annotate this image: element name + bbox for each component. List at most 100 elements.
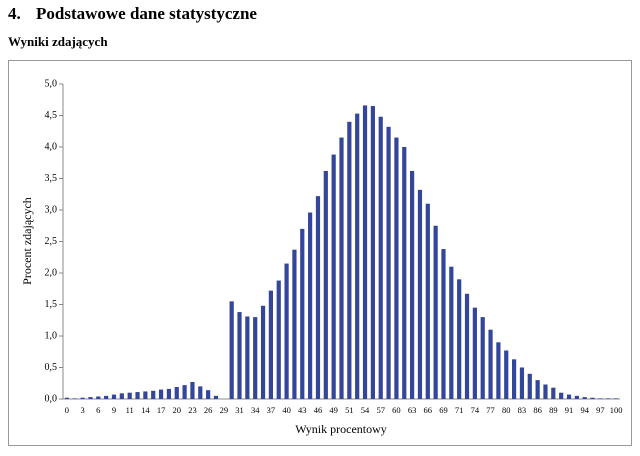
bar <box>237 312 242 399</box>
y-tick-label: 5,0 <box>45 78 58 89</box>
bar <box>276 280 281 399</box>
bar <box>362 105 368 400</box>
bar <box>566 394 572 399</box>
bar <box>253 317 258 399</box>
x-tick-label: 43 <box>298 405 307 415</box>
x-tick-label: 46 <box>314 405 323 415</box>
bar <box>582 397 587 399</box>
bar <box>559 392 564 399</box>
x-tick-label: 34 <box>251 405 260 415</box>
bar <box>613 398 619 399</box>
y-tick-label: 4,5 <box>45 110 58 121</box>
x-tick-label: 9 <box>112 405 116 415</box>
bar <box>300 228 305 399</box>
section-heading: 4. Podstawowe dane statystyczne <box>8 4 257 24</box>
bar <box>158 389 164 399</box>
bar <box>331 154 336 399</box>
x-tick-label: 80 <box>502 405 511 415</box>
bar <box>347 121 352 400</box>
bar <box>511 359 517 399</box>
x-tick-label: 0 <box>65 405 69 415</box>
bar <box>598 398 603 399</box>
x-tick-label: 60 <box>392 405 401 415</box>
y-axis-label: Procent zdających <box>20 197 34 285</box>
bar <box>504 350 509 399</box>
bar <box>64 397 70 399</box>
bar <box>284 263 289 399</box>
section-title: Podstawowe dane statystyczne <box>36 4 257 23</box>
x-tick-label: 97 <box>596 405 605 415</box>
bar <box>127 392 132 399</box>
y-tick-label: 0,5 <box>45 362 58 373</box>
bar <box>543 384 548 399</box>
bar <box>315 196 321 399</box>
bar <box>119 393 124 399</box>
x-tick-label: 6 <box>96 405 100 415</box>
bar <box>410 170 415 399</box>
bar <box>488 329 493 399</box>
bar <box>378 116 383 399</box>
x-tick-label: 14 <box>141 405 150 415</box>
x-tick-label: 71 <box>455 405 464 415</box>
section-number: 4. <box>8 4 21 23</box>
bar <box>213 395 219 399</box>
x-tick-label: 40 <box>282 405 291 415</box>
x-tick-label: 77 <box>486 405 495 415</box>
y-tick-label: 0,0 <box>45 393 58 404</box>
bar <box>143 391 148 399</box>
bar <box>96 396 101 399</box>
x-tick-label: 49 <box>329 405 338 415</box>
x-tick-label: 26 <box>204 405 213 415</box>
x-tick-label: 20 <box>173 405 182 415</box>
bar <box>590 397 595 399</box>
bar <box>425 203 430 399</box>
x-tick-label: 63 <box>408 405 417 415</box>
x-tick-label: 74 <box>471 405 480 415</box>
y-tick-label: 3,5 <box>45 173 58 184</box>
x-tick-label: 17 <box>157 405 166 415</box>
x-tick-label: 89 <box>549 405 558 415</box>
chart-frame <box>8 60 632 446</box>
bar <box>355 113 360 400</box>
x-tick-label: 94 <box>580 405 589 415</box>
x-tick-label: 100 <box>610 405 623 415</box>
x-tick-label: 29 <box>220 405 229 415</box>
bar <box>386 126 391 399</box>
bar <box>519 367 525 399</box>
bar <box>323 170 328 399</box>
bar <box>527 373 532 399</box>
x-tick-label: 86 <box>533 405 542 415</box>
x-tick-label: 51 <box>345 405 354 415</box>
bar <box>88 397 93 399</box>
bar <box>308 212 313 399</box>
x-tick-label: 83 <box>518 405 527 415</box>
bar <box>206 390 211 399</box>
bar <box>402 147 407 399</box>
bar <box>111 394 117 399</box>
bar <box>245 316 250 399</box>
x-tick-label: 37 <box>267 405 276 415</box>
y-tick-label: 2,5 <box>45 236 58 247</box>
bar <box>182 385 187 399</box>
bar <box>472 307 477 399</box>
bar <box>198 386 203 399</box>
y-tick-label: 3,0 <box>45 204 58 215</box>
x-tick-label: 69 <box>439 405 448 415</box>
bar <box>441 249 446 399</box>
x-tick-label: 11 <box>126 405 134 415</box>
bar <box>104 395 109 399</box>
bar <box>190 381 195 399</box>
bar <box>480 317 485 399</box>
x-tick-label: 54 <box>361 405 370 415</box>
bar <box>449 266 454 399</box>
bar <box>72 398 77 399</box>
y-tick-label: 1,5 <box>45 299 58 310</box>
x-tick-label: 91 <box>565 405 574 415</box>
y-tick-label: 4,0 <box>45 141 58 152</box>
bar <box>496 342 501 399</box>
x-tick-label: 31 <box>235 405 244 415</box>
x-tick-label: 66 <box>424 405 433 415</box>
y-tick-label: 1,0 <box>45 330 58 341</box>
bar <box>457 279 462 399</box>
